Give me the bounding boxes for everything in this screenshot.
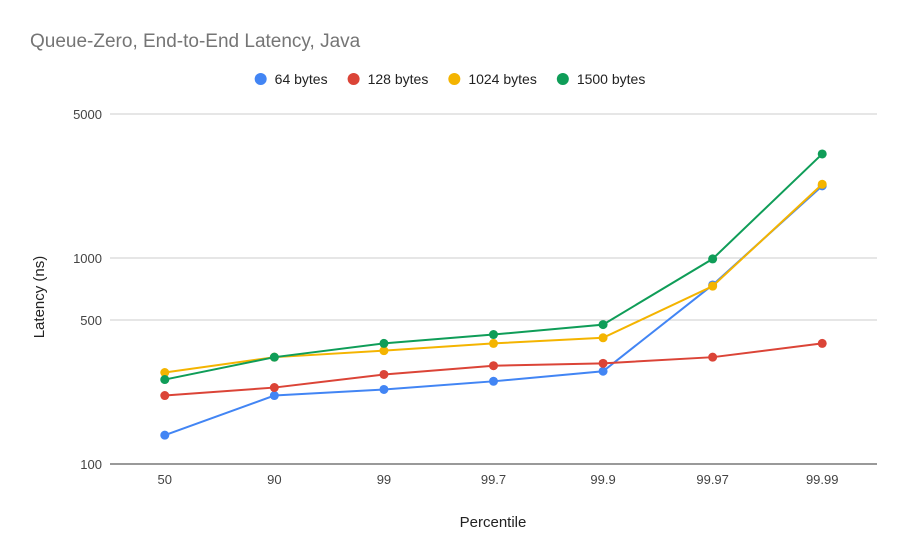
data-point-1024-bytes-99 xyxy=(379,346,389,356)
x-axis-title: Percentile xyxy=(460,514,527,531)
data-point-1024-bytes-99-9 xyxy=(598,333,608,343)
data-point-128-bytes-99-99 xyxy=(817,338,827,348)
x-tick-label-99: 99 xyxy=(377,472,391,487)
data-point-1024-bytes-99-99 xyxy=(817,179,827,189)
x-tick-label-99-7: 99.7 xyxy=(481,472,506,487)
legend-label-128-bytes: 128 bytes xyxy=(368,71,429,87)
data-point-1024-bytes-99-7 xyxy=(489,338,498,348)
x-tick-label-99-99: 99.99 xyxy=(806,472,839,487)
series-line-64-bytes xyxy=(164,185,823,437)
legend-label-1024-bytes: 1024 bytes xyxy=(468,71,537,87)
x-tick-label-50: 50 xyxy=(158,472,172,487)
data-point-1500-bytes-50 xyxy=(160,375,170,385)
legend-marker-64-bytes xyxy=(254,73,267,85)
legend-item-1500-bytes[interactable]: 1500 bytes xyxy=(556,71,646,87)
data-point-128-bytes-99-97 xyxy=(708,352,718,362)
y-axis-title: Latency (ns) xyxy=(31,256,48,339)
legend-item-128-bytes[interactable]: 128 bytes xyxy=(347,71,429,87)
legend: 64 bytes 128 bytes 1024 bytes 1500 bytes xyxy=(254,71,646,87)
data-point-1500-bytes-99 xyxy=(379,338,389,348)
data-point-64-bytes-99-7 xyxy=(489,376,498,386)
data-point-64-bytes-90 xyxy=(269,391,279,401)
legend-item-1024-bytes[interactable]: 1024 bytes xyxy=(448,71,537,87)
data-point-1024-bytes-50 xyxy=(160,368,170,378)
data-point-1024-bytes-99-97 xyxy=(708,281,718,291)
data-point-1500-bytes-99-97 xyxy=(708,254,718,264)
x-axis-ticks: 50 90 99 99.7 99.9 99.97 99.99 xyxy=(158,472,839,487)
x-tick-label-99-9: 99.9 xyxy=(590,472,615,487)
data-point-128-bytes-99-7 xyxy=(489,361,498,371)
series-1024-bytes xyxy=(160,179,827,378)
legend-marker-128-bytes xyxy=(347,73,360,85)
legend-marker-1024-bytes xyxy=(448,73,461,85)
data-point-1500-bytes-90 xyxy=(269,352,279,362)
gridlines xyxy=(110,113,877,465)
legend-label-1500-bytes: 1500 bytes xyxy=(577,71,646,87)
legend-marker-1500-bytes xyxy=(556,73,569,85)
legend-label-64-bytes: 64 bytes xyxy=(275,71,328,87)
series-group xyxy=(160,149,827,440)
series-128-bytes xyxy=(160,338,827,401)
data-point-64-bytes-99 xyxy=(379,384,389,394)
data-point-128-bytes-99-9 xyxy=(598,358,608,368)
data-point-1500-bytes-99-9 xyxy=(598,320,608,330)
y-tick-label-500: 500 xyxy=(80,313,102,328)
data-point-1500-bytes-99-99 xyxy=(817,149,827,159)
data-point-64-bytes-50 xyxy=(160,430,170,440)
data-point-128-bytes-50 xyxy=(160,391,170,401)
x-tick-label-90: 90 xyxy=(267,472,281,487)
y-tick-label-5000: 5000 xyxy=(73,107,102,122)
data-point-128-bytes-90 xyxy=(269,383,279,393)
series-1500-bytes xyxy=(160,149,827,385)
data-point-64-bytes-99-9 xyxy=(598,366,608,376)
series-64-bytes xyxy=(160,181,827,440)
y-axis-ticks: 100 500 1000 5000 xyxy=(73,107,102,472)
y-tick-label-100: 100 xyxy=(80,457,102,472)
y-tick-label-1000: 1000 xyxy=(73,251,102,266)
data-point-128-bytes-99 xyxy=(379,369,389,379)
data-point-1500-bytes-99-7 xyxy=(489,330,498,340)
legend-item-64-bytes[interactable]: 64 bytes xyxy=(254,71,328,87)
x-tick-label-99-97: 99.97 xyxy=(696,472,729,487)
chart-title: Queue-Zero, End-to-End Latency, Java xyxy=(30,31,361,52)
